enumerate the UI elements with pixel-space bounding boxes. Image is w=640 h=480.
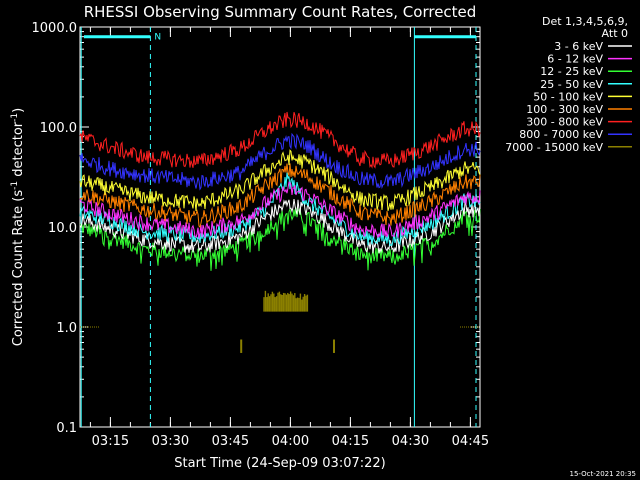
legend-entry-label: 7000 - 15000 keV	[505, 141, 603, 154]
x-tick-label: 04:45	[452, 434, 489, 449]
chart-title: RHESSI Observing Summary Count Rates, Co…	[84, 3, 477, 21]
legend-header: Det 1,3,4,5,6,9,	[542, 15, 628, 28]
y-label-part: Corrected Count Rate (s	[11, 190, 26, 347]
y-tick-label: 100.0	[40, 121, 77, 136]
y-tick-label: 1000.0	[32, 21, 78, 36]
marker-label: N	[154, 33, 161, 43]
series-line	[79, 163, 481, 228]
series-line	[79, 207, 481, 271]
series-line	[79, 132, 481, 191]
series-layer	[79, 111, 481, 353]
legend-header: Att 0	[602, 27, 628, 40]
y-label-superscript: -1	[10, 113, 20, 122]
y-tick-label: 0.1	[56, 421, 77, 436]
series-line	[79, 149, 481, 212]
y-label-part: )	[11, 108, 26, 113]
x-tick-label: 04:30	[392, 434, 429, 449]
legend-entry-label: 3 - 6 keV	[554, 40, 603, 53]
x-axis-label: Start Time (24-Sep-09 03:07:22)	[174, 456, 385, 471]
x-tick-label: 04:00	[272, 434, 309, 449]
x-tick-label: 04:15	[332, 434, 369, 449]
series-line	[79, 172, 481, 247]
x-axis: 03:15 03:30 03:45 04:00 04:15 04:30 04:45	[89, 27, 489, 449]
legend-entry-label: 50 - 100 keV	[533, 90, 603, 103]
y-tick-label: 1.0	[56, 321, 77, 336]
legend-entry-label: 800 - 7000 keV	[519, 128, 603, 141]
x-tick-label: 03:30	[152, 434, 189, 449]
legend-entry-label: 6 - 12 keV	[547, 53, 603, 66]
footer-timestamp: 15-Oct-2021 20:35	[570, 470, 636, 478]
y-axis-label: Corrected Count Rate (s-1 detector-1)	[10, 108, 26, 346]
legend-entry-label: 25 - 50 keV	[540, 78, 603, 91]
series-line	[79, 181, 481, 239]
y-label-part: detector	[11, 121, 26, 181]
series-line	[79, 111, 481, 169]
legend-entry-label: 300 - 800 keV	[526, 116, 603, 129]
x-tick-label: 03:45	[212, 434, 249, 449]
y-label-superscript: -1	[10, 181, 20, 190]
y-tick-label: 10.0	[48, 221, 77, 236]
x-tick-label: 03:15	[92, 434, 129, 449]
legend-entry-label: 12 - 25 keV	[540, 65, 603, 78]
legend-entry-label: 100 - 300 keV	[526, 103, 603, 116]
